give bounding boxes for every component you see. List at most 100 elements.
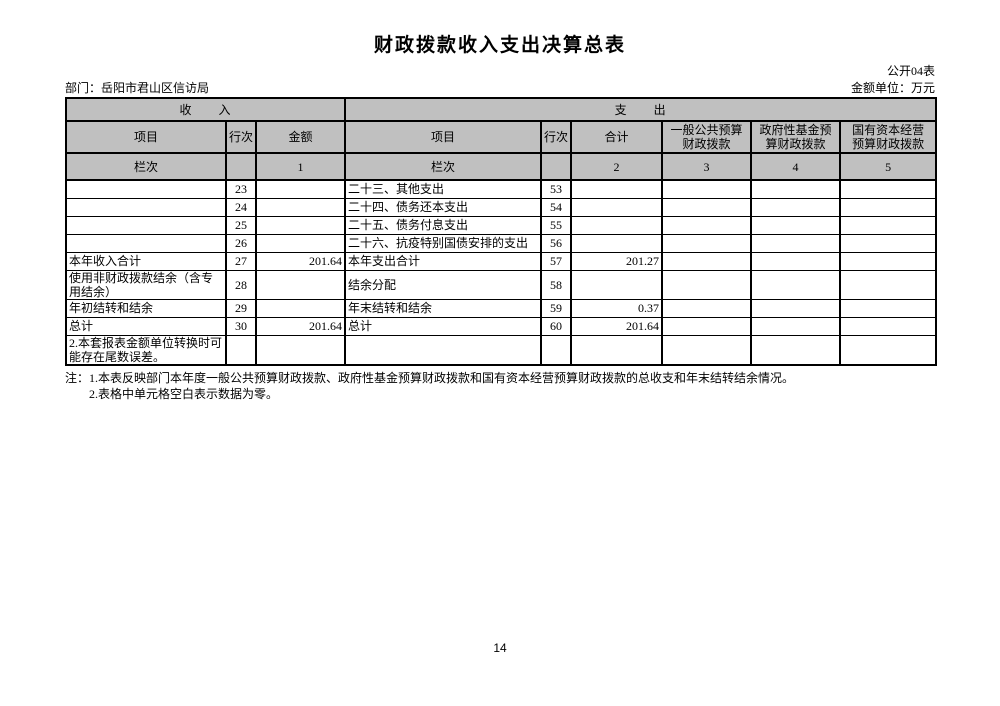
table-row: 24 二十四、债务还本支出 54 [65,197,938,217]
cell-r2-c7 [750,215,842,235]
page-number: 14 [493,641,507,655]
col-header-income-line-no: 行次 [225,120,257,154]
cell-r2-c8 [839,215,938,235]
column-index-row: 栏次 1 栏次 2 3 4 5 [65,152,938,181]
cell-r7-c2: 201.64 [254,316,347,336]
cell-r4-c6 [661,251,753,271]
colnum-general-public-budget: 3 [661,152,753,181]
colnum-expense-item: 栏次 [344,152,543,181]
cell-r2-c0 [65,215,227,235]
cell-r1-c2 [254,197,347,217]
cell-r1-c6 [661,197,753,217]
col-header-expense-total: 合计 [570,120,664,154]
cell-r4-c4: 57 [540,251,573,271]
cell-r8-c2 [254,334,347,365]
cell-r0-c1: 23 [225,179,257,199]
cell-r1-c7 [750,197,842,217]
col-header-expense-line-no: 行次 [540,120,573,154]
cell-r5-c0: 使用非财政拨款结余（含专用结余） [65,269,227,300]
cell-r8-c6 [661,334,753,365]
cell-r8-c1 [225,334,257,365]
cell-r5-c8 [839,269,938,300]
col-header-expense-item: 项目 [344,120,543,154]
cell-r2-c4: 55 [540,215,573,235]
cell-r5-c6 [661,269,753,300]
cell-r3-c4: 56 [540,233,573,253]
cell-r4-c7 [750,251,842,271]
cell-r3-c0 [65,233,227,253]
col-header-state-capital-budget: 国有资本经营 预算财政拨款 [839,120,938,154]
cell-r0-c2 [254,179,347,199]
cell-r6-c6 [661,298,753,318]
cell-r4-c2: 201.64 [254,251,347,271]
cell-r6-c8 [839,298,938,318]
cell-r3-c8 [839,233,938,253]
department-label: 部门：岳阳市君山区信访局 [65,81,210,95]
cell-r6-c5: 0.37 [570,298,664,318]
cell-r8-c8 [839,334,938,365]
col-header-income-item: 项目 [65,120,227,154]
colnum-income-amount: 1 [254,152,347,181]
cell-r8-c3 [344,334,543,365]
cell-r7-c0: 总计 [65,316,227,336]
cell-r1-c0 [65,197,227,217]
cell-r3-c6 [661,233,753,253]
cell-r7-c6 [661,316,753,336]
cell-r7-c3: 总计 [344,316,543,336]
cell-r0-c3: 二十三、其他支出 [344,179,543,199]
cell-r4-c8 [839,251,938,271]
cell-r1-c1: 24 [225,197,257,217]
expenditure-section-header: 支 出 [344,97,938,122]
cell-r6-c4: 59 [540,298,573,318]
cell-r2-c3: 二十五、债务付息支出 [344,215,543,235]
cell-r8-c5 [570,334,664,365]
cell-r4-c3: 本年支出合计 [344,251,543,271]
cell-r6-c3: 年末结转和结余 [344,298,543,318]
cell-r0-c6 [661,179,753,199]
cell-r0-c4: 53 [540,179,573,199]
colnum-income-line-no [225,152,257,181]
table-row: 2.本套报表金额单位转换时可能存在尾数误差。 [65,334,938,365]
form-code-label: 公开04表 [886,64,935,78]
colnum-gov-fund-budget: 4 [750,152,842,181]
cell-r1-c4: 54 [540,197,573,217]
col-header-income-amount: 金额 [254,120,347,154]
section-header-row: 收 入 支 出 [64,97,938,122]
cell-r5-c3: 结余分配 [344,269,543,300]
cell-r3-c3: 二十六、抗疫特别国债安排的支出 [344,233,543,253]
cell-r0-c8 [839,179,938,199]
cell-r0-c7 [750,179,842,199]
cell-r7-c7 [750,316,842,336]
colnum-expense-line-no [540,152,573,181]
income-section-header: 收 入 [64,97,347,122]
cell-r5-c5 [570,269,664,300]
page-title: 财政拨款收入支出决算总表 [373,35,626,56]
table-row: 总计 30 201.64 总计 60 201.64 [65,316,938,336]
table-row: 23 二十三、其他支出 53 [65,179,938,199]
table-row: 本年收入合计 27 201.64 本年支出合计 57 201.27 [65,251,938,271]
cell-r1-c3: 二十四、债务还本支出 [344,197,543,217]
cell-r7-c5: 201.64 [570,316,664,336]
cell-r6-c1: 29 [225,298,257,318]
cell-r5-c1: 28 [225,269,257,300]
cell-r2-c6 [661,215,753,235]
table-row: 使用非财政拨款结余（含专用结余） 28 结余分配 58 [65,269,938,300]
cell-r1-c8 [839,197,938,217]
cell-r5-c7 [750,269,842,300]
cell-r4-c5: 201.27 [570,251,664,271]
table-notes: 注：1.本表反映部门本年度一般公共预算财政拨款、政府性基金预算财政拨款和国有资本… [65,370,935,402]
cell-r3-c7 [750,233,842,253]
cell-r7-c8 [839,316,938,336]
cell-r1-c5 [570,197,664,217]
cell-r4-c1: 27 [225,251,257,271]
column-header-row: 项目 行次 金额 项目 行次 合计 一般公共预算 财政拨款 政府性基金预 算财政… [65,120,938,154]
cell-r6-c0: 年初结转和结余 [65,298,227,318]
unit-label: 金额单位：万元 [850,81,935,95]
cell-r5-c4: 58 [540,269,573,300]
cell-r0-c0 [65,179,227,199]
table-row: 26 二十六、抗疫特别国债安排的支出 56 [65,233,938,253]
cell-r8-c4 [540,334,573,365]
cell-r7-c4: 60 [540,316,573,336]
colnum-state-capital-budget: 5 [839,152,938,181]
cell-r7-c1: 30 [225,316,257,336]
